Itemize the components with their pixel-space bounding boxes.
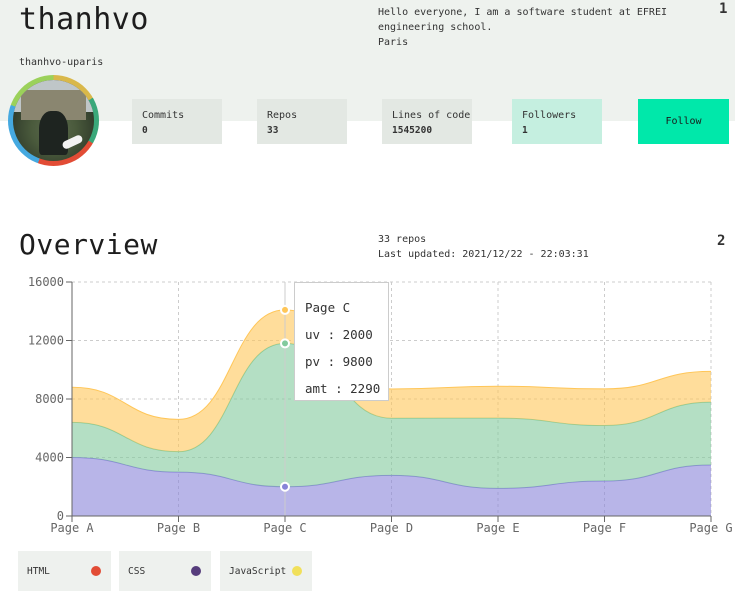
legend-label: HTML — [27, 565, 50, 577]
y-tick-label: 0 — [57, 509, 64, 523]
stat-label: Commits — [142, 110, 185, 121]
stat-label: Followers — [522, 110, 577, 121]
user-handle: thanhvo-uparis — [19, 57, 104, 68]
repo-count: 33 repos — [378, 234, 427, 245]
tooltip-pv: pv : 9800 — [305, 354, 373, 369]
tooltip-amt: amt : 2290 — [305, 381, 381, 396]
x-tick-label: Page B — [157, 521, 200, 535]
active-dot — [280, 481, 290, 492]
legend-label: JavaScript — [229, 565, 287, 577]
repo-meta: 33 repos Last updated: 2021/12/22 - 22:0… — [378, 232, 589, 262]
x-tick-label: Page D — [370, 521, 413, 535]
stat-label: Repos — [267, 110, 298, 121]
bio-line: engineering school. — [378, 22, 493, 33]
stat-value: 1545200 — [392, 125, 433, 136]
y-tick-label: 4000 — [35, 451, 64, 465]
stat-repos: Repos 33 — [257, 99, 347, 144]
tooltip-title: Page C — [305, 300, 351, 315]
y-tick-label: 8000 — [35, 392, 64, 406]
overview-title: Overview — [19, 228, 158, 261]
tooltip-uv: uv : 2000 — [305, 327, 373, 342]
language-color-dot — [191, 566, 201, 576]
avatar-photo — [13, 80, 94, 161]
stat-value: 0 — [142, 125, 148, 136]
follow-button[interactable]: Follow — [638, 99, 729, 144]
legend-item-html[interactable]: HTML — [18, 551, 111, 591]
last-updated: Last updated: 2021/12/22 - 22:03:31 — [378, 249, 589, 260]
active-dot — [280, 338, 290, 349]
stat-followers: Followers 1 — [512, 99, 602, 144]
legend-item-javascript[interactable]: JavaScript — [220, 551, 312, 591]
section-number-1: 1 — [719, 1, 728, 17]
bio-line: Hello everyone, I am a software student … — [378, 7, 667, 18]
y-tick-label: 12000 — [28, 334, 64, 348]
legend-label: CSS — [128, 565, 146, 577]
area-series-1 — [72, 343, 711, 489]
stat-value: 33 — [267, 125, 279, 136]
x-tick-label: Page F — [583, 521, 626, 535]
username: thanhvo — [19, 2, 149, 37]
avatar — [8, 75, 99, 166]
active-dot — [280, 304, 290, 315]
stat-label: Lines of code — [392, 110, 471, 121]
stat-commits: Commits 0 — [132, 99, 222, 144]
legend-item-css[interactable]: CSS — [119, 551, 211, 591]
language-color-dot — [91, 566, 101, 576]
stat-value: 1 — [522, 125, 528, 136]
language-color-dot — [292, 566, 302, 576]
chart-tooltip: Page C uv : 2000 pv : 9800 amt : 2290 — [294, 282, 389, 401]
section-number-2: 2 — [717, 233, 726, 249]
area-series-2 — [72, 309, 711, 452]
bio-line: Paris — [378, 37, 409, 48]
stat-lines-of-code: Lines of code 1545200 — [382, 99, 472, 144]
x-tick-label: Page E — [476, 521, 519, 535]
profile-header-band — [0, 0, 735, 121]
user-bio: Hello everyone, I am a software student … — [378, 5, 698, 50]
area-series-0 — [72, 457, 711, 516]
x-tick-label: Page A — [50, 521, 94, 535]
x-tick-label: Page G — [689, 521, 732, 535]
y-tick-label: 16000 — [28, 275, 64, 289]
x-tick-label: Page C — [263, 521, 306, 535]
